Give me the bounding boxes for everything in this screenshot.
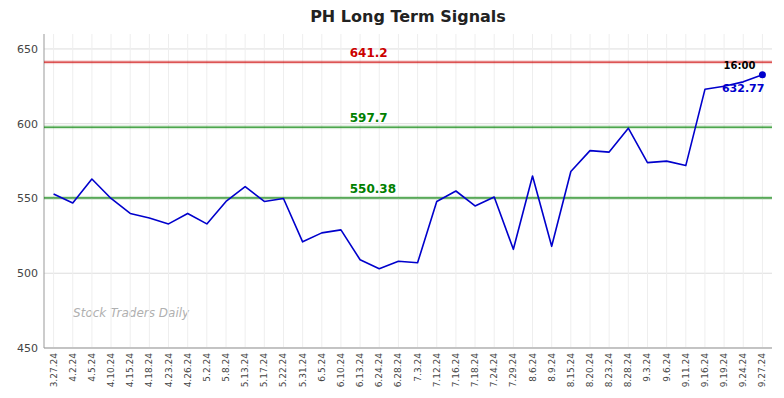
x-grid-line <box>91 34 92 348</box>
x-tick-label: 5.13.24 <box>240 353 250 388</box>
x-grid-line <box>111 34 112 348</box>
x-tick-label: 8.23.24 <box>604 353 614 388</box>
last-price-label: 632.77 <box>722 82 764 95</box>
x-tick-label: 7.16.24 <box>451 353 461 388</box>
x-grid-line <box>53 34 54 348</box>
x-grid-line <box>187 34 188 348</box>
x-grid-line <box>647 34 648 348</box>
x-grid-line <box>590 34 591 348</box>
hline-band <box>44 125 772 129</box>
y-tick-label: 450 <box>17 342 38 355</box>
y-tick-label: 500 <box>17 267 38 280</box>
x-tick-label: 8.6.24 <box>528 353 538 382</box>
x-tick-label: 4.10.24 <box>106 353 116 388</box>
y-tick-label: 600 <box>17 118 38 131</box>
x-tick-label: 5.17.24 <box>259 353 269 388</box>
x-tick-label: 7.12.24 <box>432 353 442 388</box>
y-tick-label: 650 <box>17 43 38 56</box>
x-grid-line <box>417 34 418 348</box>
x-tick-label: 7.18.24 <box>470 353 480 388</box>
x-grid-line <box>513 34 514 348</box>
x-tick-label: 8.20.24 <box>585 353 595 388</box>
x-grid-line <box>398 34 399 348</box>
x-grid-line <box>494 34 495 348</box>
x-grid-line <box>130 34 131 348</box>
watermark: Stock Traders Daily <box>73 306 190 320</box>
x-grid-line <box>226 34 227 348</box>
x-tick-label: 7.29.24 <box>508 353 518 388</box>
x-tick-label: 9.3.24 <box>642 353 652 382</box>
x-axis <box>44 348 772 349</box>
y-grid-line <box>44 348 772 349</box>
x-grid-line <box>264 34 265 348</box>
x-tick-label: 5.22.24 <box>278 353 288 388</box>
plot-area <box>44 60 772 269</box>
x-grid-line <box>475 34 476 348</box>
x-tick-label: 6.13.24 <box>355 353 365 388</box>
chart: PH Long Term Signals Stock Traders Daily 4… <box>0 0 784 398</box>
y-grid-line <box>44 273 772 274</box>
x-tick-label: 4.23.24 <box>164 353 174 388</box>
x-tick-label: 4.5.24 <box>87 353 97 382</box>
x-grid-line <box>532 34 533 348</box>
x-tick-label: 9.24.24 <box>738 353 748 388</box>
hline-band <box>44 196 772 200</box>
x-grid-line <box>302 34 303 348</box>
x-grid-line <box>321 34 322 348</box>
x-grid-line <box>245 34 246 348</box>
x-tick-label: 7.3.24 <box>413 353 423 382</box>
grid <box>44 34 772 348</box>
y-tick-label: 550 <box>17 192 38 205</box>
x-grid-line <box>609 34 610 348</box>
x-tick-label: 4.18.24 <box>144 353 154 388</box>
x-tick-label: 9.6.24 <box>662 353 672 382</box>
hline-band <box>44 60 772 64</box>
hline <box>44 197 772 198</box>
last-time-label: 16:00 <box>724 60 756 71</box>
last-point <box>759 71 766 78</box>
x-tick-label: 6.28.24 <box>393 353 403 388</box>
x-grid-line <box>340 34 341 348</box>
title: PH Long Term Signals <box>310 7 506 26</box>
price-line <box>54 75 763 269</box>
x-grid-line <box>436 34 437 348</box>
x-grid-line <box>72 34 73 348</box>
x-tick-label: 4.26.24 <box>183 353 193 388</box>
x-tick-label: 8.28.24 <box>623 353 633 388</box>
x-tick-label: 9.27.24 <box>757 353 767 388</box>
x-grid-line <box>551 34 552 348</box>
y-grid-line <box>44 48 772 49</box>
hline-label: 641.2 <box>350 46 388 60</box>
x-tick-label: 8.9.24 <box>547 353 557 382</box>
x-tick-label: 6.10.24 <box>336 353 346 388</box>
x-grid-line <box>685 34 686 348</box>
x-tick-label: 9.16.24 <box>700 353 710 388</box>
hline-label: 550.38 <box>350 182 396 196</box>
x-tick-label: 5.2.24 <box>202 353 212 382</box>
x-tick-label: 4.15.24 <box>125 353 135 388</box>
x-grid-line <box>666 34 667 348</box>
x-grid-line <box>206 34 207 348</box>
x-tick-label: 7.24.24 <box>489 353 499 388</box>
x-tick-label: 5.8.24 <box>221 353 231 382</box>
x-tick-label: 9.11.24 <box>681 353 691 388</box>
x-grid-line <box>704 34 705 348</box>
hline <box>44 127 772 128</box>
x-grid-line <box>570 34 571 348</box>
x-tick-label: 4.2.24 <box>68 353 78 382</box>
hline-label: 597.7 <box>350 111 388 125</box>
x-grid-line <box>283 34 284 348</box>
y-axis <box>44 34 45 348</box>
x-grid-line <box>628 34 629 348</box>
y-grid-line <box>44 123 772 124</box>
x-tick-label: 6.5.24 <box>317 353 327 382</box>
x-grid-line <box>149 34 150 348</box>
x-tick-label: 9.19.24 <box>719 353 729 388</box>
x-tick-label: 3.27.24 <box>49 353 59 388</box>
x-grid-line <box>168 34 169 348</box>
hline <box>44 62 772 63</box>
x-tick-label: 8.15.24 <box>566 353 576 388</box>
x-tick-label: 5.31.24 <box>298 353 308 388</box>
x-tick-label: 6.24.24 <box>374 353 384 388</box>
